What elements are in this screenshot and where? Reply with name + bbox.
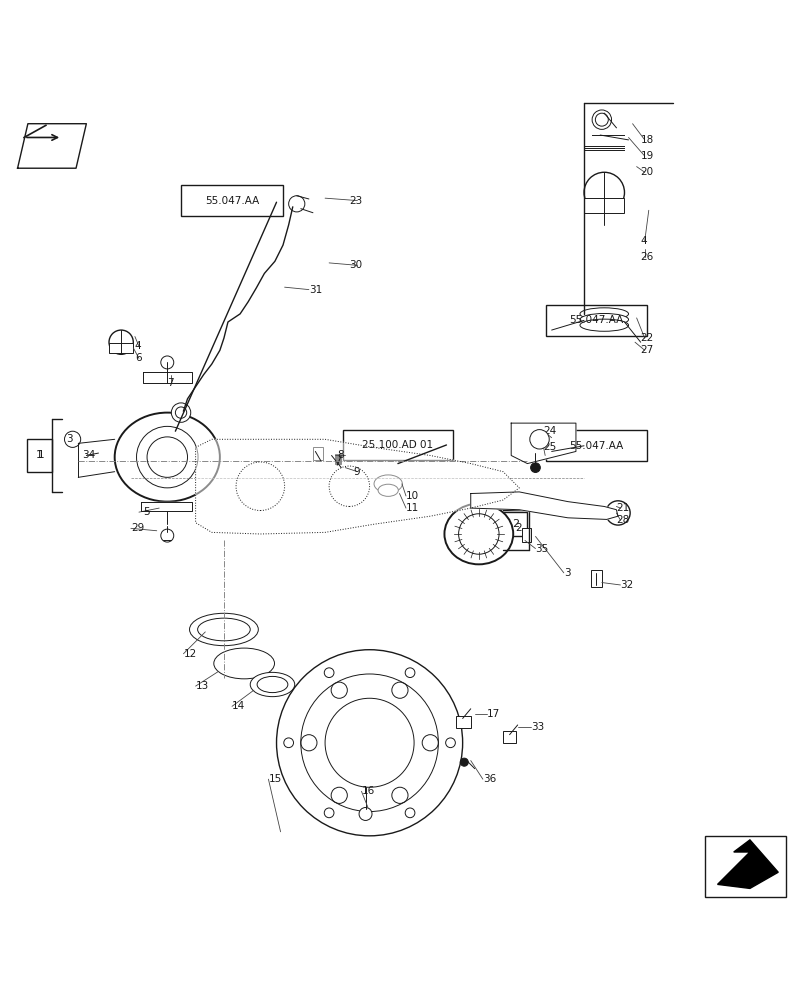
Ellipse shape <box>197 618 250 641</box>
Circle shape <box>64 431 80 447</box>
Text: 34: 34 <box>82 450 96 460</box>
Text: 35: 35 <box>534 544 548 554</box>
Circle shape <box>161 529 174 542</box>
Text: 2: 2 <box>515 523 521 533</box>
Ellipse shape <box>189 613 258 646</box>
Text: 4: 4 <box>135 341 141 351</box>
Circle shape <box>358 808 371 820</box>
Text: 30: 30 <box>349 260 362 270</box>
Text: 19: 19 <box>640 151 653 161</box>
Text: 27: 27 <box>640 345 653 355</box>
Text: 23: 23 <box>349 196 363 206</box>
Circle shape <box>171 403 191 422</box>
Ellipse shape <box>444 504 513 564</box>
Circle shape <box>591 110 611 129</box>
Bar <box>109 343 133 353</box>
Text: 3: 3 <box>66 434 73 444</box>
Text: 36: 36 <box>483 774 496 784</box>
Polygon shape <box>470 492 617 519</box>
Bar <box>503 512 526 536</box>
Bar <box>705 836 785 897</box>
FancyBboxPatch shape <box>343 430 452 460</box>
Text: 24: 24 <box>543 426 556 436</box>
Circle shape <box>594 113 607 126</box>
Text: 26: 26 <box>640 252 653 262</box>
Circle shape <box>460 758 468 766</box>
Polygon shape <box>195 439 519 534</box>
Text: 3: 3 <box>563 568 569 578</box>
Text: 1: 1 <box>36 450 43 460</box>
Bar <box>334 454 341 464</box>
Text: 16: 16 <box>361 786 375 796</box>
Polygon shape <box>140 502 191 511</box>
Bar <box>503 731 516 743</box>
Ellipse shape <box>579 313 628 326</box>
Text: 4: 4 <box>640 236 646 246</box>
Text: 55.047.AA: 55.047.AA <box>569 315 623 325</box>
Text: 29: 29 <box>131 523 144 533</box>
Ellipse shape <box>378 484 398 496</box>
Ellipse shape <box>374 475 402 493</box>
Circle shape <box>147 437 187 477</box>
Ellipse shape <box>257 676 287 693</box>
Ellipse shape <box>579 308 628 320</box>
Bar <box>312 447 322 460</box>
Text: 20: 20 <box>640 167 653 177</box>
Text: 18: 18 <box>640 135 653 145</box>
Polygon shape <box>717 840 777 888</box>
Text: 5: 5 <box>143 507 149 517</box>
Circle shape <box>277 650 462 836</box>
Circle shape <box>530 463 539 472</box>
Text: 21: 21 <box>616 503 629 513</box>
Bar <box>456 716 470 728</box>
Text: 22: 22 <box>640 333 653 343</box>
Text: 13: 13 <box>195 681 208 691</box>
Circle shape <box>605 501 629 525</box>
Text: 8: 8 <box>337 450 343 460</box>
Text: 55.047.AA: 55.047.AA <box>569 441 623 451</box>
Circle shape <box>288 196 304 212</box>
Circle shape <box>175 407 187 418</box>
Text: 10: 10 <box>406 491 418 501</box>
Text: 32: 32 <box>620 580 633 590</box>
Text: 28: 28 <box>616 515 629 525</box>
Text: 25.100.AD 01: 25.100.AD 01 <box>362 440 433 450</box>
Bar <box>590 570 601 587</box>
Text: 17: 17 <box>487 709 500 719</box>
FancyBboxPatch shape <box>545 305 646 336</box>
Text: 11: 11 <box>406 503 418 513</box>
Circle shape <box>529 430 548 449</box>
Ellipse shape <box>213 648 274 679</box>
Text: 7: 7 <box>167 378 174 388</box>
Bar <box>521 528 530 542</box>
Polygon shape <box>511 423 575 464</box>
Circle shape <box>161 356 174 369</box>
Ellipse shape <box>250 672 294 697</box>
Text: 12: 12 <box>183 649 196 659</box>
Ellipse shape <box>579 319 628 331</box>
Text: 14: 14 <box>232 701 245 711</box>
Text: 6: 6 <box>135 353 141 363</box>
Text: 9: 9 <box>353 467 359 477</box>
Text: 2: 2 <box>511 519 518 529</box>
Text: 15: 15 <box>268 774 281 784</box>
Bar <box>28 439 51 472</box>
Text: 25: 25 <box>543 442 556 452</box>
Polygon shape <box>18 124 86 168</box>
Bar <box>583 198 624 213</box>
Polygon shape <box>143 372 191 383</box>
FancyBboxPatch shape <box>545 430 646 461</box>
Text: 31: 31 <box>308 285 322 295</box>
Text: 55.047.AA: 55.047.AA <box>204 196 259 206</box>
Text: 33: 33 <box>530 722 544 732</box>
Ellipse shape <box>114 413 220 502</box>
FancyBboxPatch shape <box>181 185 282 216</box>
Text: 1: 1 <box>38 450 45 460</box>
